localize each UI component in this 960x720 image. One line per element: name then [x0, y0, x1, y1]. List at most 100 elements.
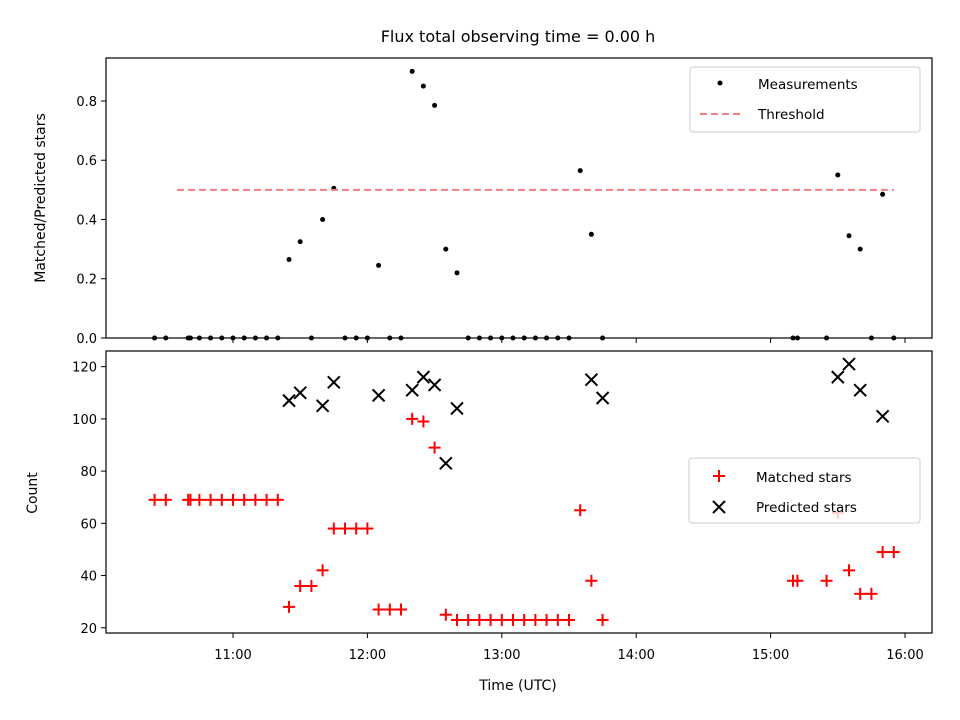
bottom-panel: 20 40 60 80 100 120 11:00 12:00 13:00 14:00 15:00…: [25, 350, 933, 694]
measurement-point: [857, 246, 863, 252]
y-tick-label: 80: [80, 465, 97, 480]
bottom-plot-frame: [105, 350, 933, 634]
legend-predicted-label: Predicted stars: [756, 500, 857, 516]
matched-star-point: [473, 613, 486, 626]
matched-star-point: [865, 587, 878, 600]
y-tick-label: 0.0: [76, 332, 97, 347]
matched-star-point: [518, 613, 531, 626]
bottom-legend-box: [688, 457, 921, 524]
measurement-point: [835, 172, 841, 178]
measurement-point: [420, 83, 426, 89]
top-panel: 0.00.20.40.60.8 Matched/Predicted stars …: [33, 57, 933, 347]
matched-star-point: [204, 493, 217, 506]
measurement-point: [880, 191, 886, 197]
matched-star-point: [585, 574, 598, 587]
y-tick-label: 20: [80, 622, 97, 637]
predicted-star-point: [831, 370, 845, 384]
measurement-point: [297, 239, 303, 245]
matched-star-point: [495, 613, 508, 626]
predicted-star-point: [405, 383, 419, 397]
matched-star-point: [484, 613, 497, 626]
predicted-star-point: [327, 375, 341, 390]
y-tick-label: 40: [80, 570, 97, 585]
matched-star-point: [843, 564, 855, 577]
chart-title: Flux total observing time = 0.00 h: [381, 27, 656, 46]
matched-star-point: [563, 613, 575, 626]
matched-star-point: [260, 493, 273, 506]
measurement-point: [286, 256, 292, 262]
matched-star-point: [887, 546, 900, 559]
predicted-star-point: [315, 399, 330, 413]
bottom-legend: Matched stars Predicted stars: [688, 457, 921, 524]
predicted-star-point: [595, 391, 610, 405]
measurement-point: [846, 233, 852, 239]
y-tick-label: 60: [80, 517, 97, 532]
measurement-point: [454, 270, 460, 276]
predicted-star-point: [371, 388, 386, 403]
matched-star-point: [159, 493, 172, 506]
top-y-axis-label: Matched/Predicted stars: [33, 113, 49, 283]
predicted-star-point: [416, 370, 431, 384]
y-tick-label: 0.8: [76, 95, 97, 110]
x-tick-label: 15:00: [752, 648, 789, 663]
measurement-point: [320, 216, 326, 222]
matched-star-point: [372, 603, 385, 616]
matched-star-point: [148, 493, 161, 506]
measurement-point: [409, 68, 415, 74]
legend-measurements-marker: [717, 80, 723, 86]
matched-star-point: [271, 493, 284, 506]
predicted-star-point: [842, 357, 856, 371]
matched-star-point: [227, 493, 239, 506]
top-legend-box: [689, 66, 921, 133]
bottom-y-axis: 20 40 60 80 100 120: [72, 361, 106, 637]
legend-matched-marker: [713, 470, 725, 482]
matched-star-point: [305, 580, 318, 592]
matched-star-point: [417, 415, 430, 428]
matched-star-point: [462, 613, 475, 626]
matched-star-point: [215, 493, 228, 506]
measurement-point: [376, 262, 382, 268]
predicted-star-point: [293, 386, 307, 400]
predicted-star-point: [439, 456, 453, 470]
predicted-star-point: [584, 373, 599, 387]
top-plot-frame: [105, 57, 933, 339]
top-x-ticks: [232, 338, 906, 343]
matched-star-point: [854, 587, 867, 600]
x-axis-label: Time (UTC): [478, 678, 556, 694]
legend-measurements-label: Measurements: [758, 77, 858, 93]
measurement-point: [432, 102, 438, 108]
bottom-x-axis: 11:00 12:00 13:00 14:00 15:00 16:00: [214, 633, 924, 663]
matched-star-point: [406, 412, 419, 425]
matched-star-point: [395, 603, 407, 616]
matched-star-point: [428, 441, 441, 454]
matched-star-point: [540, 613, 553, 626]
matched-star-point: [439, 608, 452, 621]
matched-star-point: [361, 522, 374, 535]
matched-star-point: [551, 613, 564, 626]
matched-star-point: [383, 603, 396, 616]
matched-star-point: [574, 504, 587, 517]
x-tick-label: 13:00: [483, 648, 520, 663]
bottom-y-axis-label: Count: [25, 472, 41, 514]
x-tick-label: 11:00: [214, 648, 251, 663]
y-tick-label: 120: [72, 361, 97, 376]
matched-star-point: [327, 522, 340, 535]
legend-threshold-label: Threshold: [757, 107, 825, 123]
matched-star-point: [876, 546, 889, 559]
matched-star-point: [820, 574, 833, 587]
x-tick-label: 14:00: [617, 648, 654, 663]
predicted-star-point: [875, 409, 890, 423]
matched-star-point: [294, 580, 307, 592]
y-tick-label: 0.2: [76, 273, 97, 288]
measurement-point: [588, 231, 594, 237]
matched-star-point: [193, 493, 206, 506]
matched-star-point: [791, 574, 804, 587]
legend-matched-label: Matched stars: [756, 470, 852, 486]
x-tick-label: 12:00: [349, 648, 386, 663]
measurement-point: [577, 168, 583, 174]
matched-star-point: [238, 493, 251, 506]
predicted-star-point: [427, 378, 442, 392]
measurement-point: [443, 246, 449, 252]
matched-star-point: [249, 493, 262, 506]
